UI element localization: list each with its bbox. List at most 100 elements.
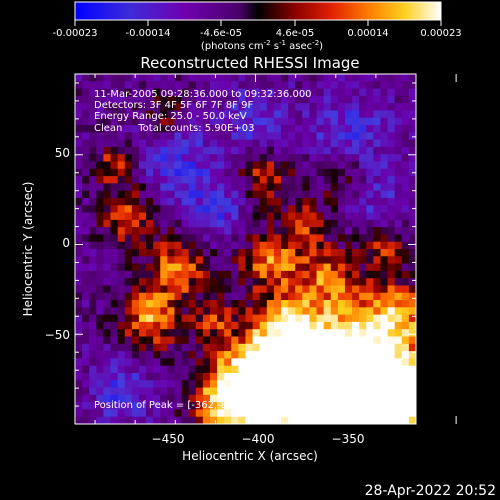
heatmap-cell — [359, 270, 367, 279]
heatmap-cell — [245, 372, 254, 381]
heatmap-cell — [195, 227, 204, 236]
heatmap-cell — [167, 227, 176, 236]
heatmap-cell — [266, 161, 275, 170]
heatmap-cell — [89, 300, 97, 308]
heatmap-cell — [252, 125, 261, 133]
heatmap-cell — [316, 380, 325, 389]
heatmap-cell — [160, 249, 168, 257]
heatmap-cell — [202, 88, 211, 97]
heatmap-cell — [295, 249, 303, 257]
heatmap-cell — [231, 234, 239, 243]
heatmap-cell — [316, 132, 325, 141]
heatmap-cell — [224, 270, 232, 279]
heatmap-cell — [273, 88, 282, 97]
heatmap-cell — [217, 132, 225, 141]
heatmap-cell — [89, 278, 97, 287]
heatmap-cell — [281, 88, 289, 97]
heatmap-cell — [96, 74, 105, 82]
heatmap-cell — [231, 321, 239, 330]
heatmap-cell — [259, 409, 268, 418]
heatmap-cell — [380, 117, 389, 126]
heatmap-cell — [245, 234, 254, 243]
heatmap-cell — [302, 394, 311, 403]
heatmap-cell — [188, 307, 197, 316]
heatmap-cell — [174, 314, 183, 323]
heatmap-cell — [75, 270, 83, 279]
heatmap-cell — [259, 343, 268, 352]
heatmap-cell — [288, 249, 296, 257]
heatmap-cell — [408, 416, 416, 424]
heatmap-cell — [259, 307, 268, 316]
heatmap-cell — [96, 212, 105, 221]
heatmap-cell — [295, 168, 303, 177]
heatmap-cell — [89, 183, 97, 192]
heatmap-cell — [146, 81, 154, 90]
heatmap-cell — [337, 402, 346, 411]
heatmap-cell — [96, 365, 105, 374]
heatmap-cell — [195, 132, 204, 141]
heatmap-cell — [323, 292, 332, 301]
heatmap-cell — [273, 416, 282, 424]
heatmap-cell — [316, 321, 325, 330]
heatmap-cell — [110, 387, 119, 396]
heatmap-cell — [259, 219, 268, 228]
heatmap-cell — [252, 343, 261, 352]
heatmap-cell — [209, 321, 218, 330]
heatmap-cell — [352, 132, 360, 141]
heatmap-cell — [288, 212, 296, 221]
heatmap-cell — [181, 212, 190, 221]
heatmap-cell — [131, 161, 140, 170]
heatmap-cell — [302, 307, 311, 316]
heatmap-cell — [394, 110, 403, 119]
heatmap-cell — [316, 117, 325, 126]
heatmap-cell — [124, 249, 133, 257]
heatmap-cell — [252, 197, 261, 206]
colorbar-tick-label: -0.00014 — [126, 28, 171, 39]
heatmap-cell — [344, 409, 353, 418]
heatmap-cell — [302, 270, 311, 279]
heatmap-cell — [217, 74, 225, 82]
heatmap-cell — [295, 314, 303, 323]
heatmap-cell — [117, 416, 126, 424]
heatmap-cell — [217, 110, 225, 119]
heatmap-cell — [366, 380, 374, 389]
heatmap-cell — [167, 95, 176, 104]
heatmap-cell — [117, 307, 126, 316]
heatmap-cell — [117, 402, 126, 411]
heatmap-cell — [273, 176, 282, 184]
heatmap-cell — [273, 117, 282, 126]
heatmap-cell — [209, 380, 218, 389]
heatmap-cell — [117, 336, 126, 345]
heatmap-cell — [110, 285, 119, 294]
heatmap-cell — [138, 117, 147, 126]
heatmap-cell — [323, 132, 332, 141]
heatmap-cell — [146, 103, 154, 112]
heatmap-cell — [344, 139, 353, 148]
heatmap-cell — [352, 176, 360, 184]
heatmap-cell — [266, 103, 275, 112]
heatmap-cell — [96, 227, 105, 236]
heatmap-cell — [352, 292, 360, 301]
heatmap-cell — [195, 125, 204, 133]
heatmap-cell — [174, 117, 183, 126]
heatmap-cell — [273, 343, 282, 352]
heatmap-cell — [238, 329, 247, 338]
heatmap-cell — [188, 336, 197, 345]
heatmap-cell — [238, 307, 247, 316]
heatmap-cell — [337, 365, 346, 374]
heatmap-cell — [231, 190, 239, 199]
heatmap-cell — [380, 176, 389, 184]
heatmap-cell — [359, 125, 367, 133]
heatmap-cell — [181, 183, 190, 192]
heatmap-cell — [316, 74, 325, 82]
heatmap-cell — [295, 176, 303, 184]
heatmap-cell — [281, 343, 289, 352]
heatmap-cell — [167, 125, 176, 133]
heatmap-cell — [408, 197, 416, 206]
heatmap-cell — [117, 190, 126, 199]
heatmap-cell — [323, 161, 332, 170]
heatmap-cell — [96, 402, 105, 411]
heatmap-cell — [202, 205, 211, 214]
heatmap-cell — [181, 74, 190, 82]
heatmap-cell — [401, 146, 410, 155]
